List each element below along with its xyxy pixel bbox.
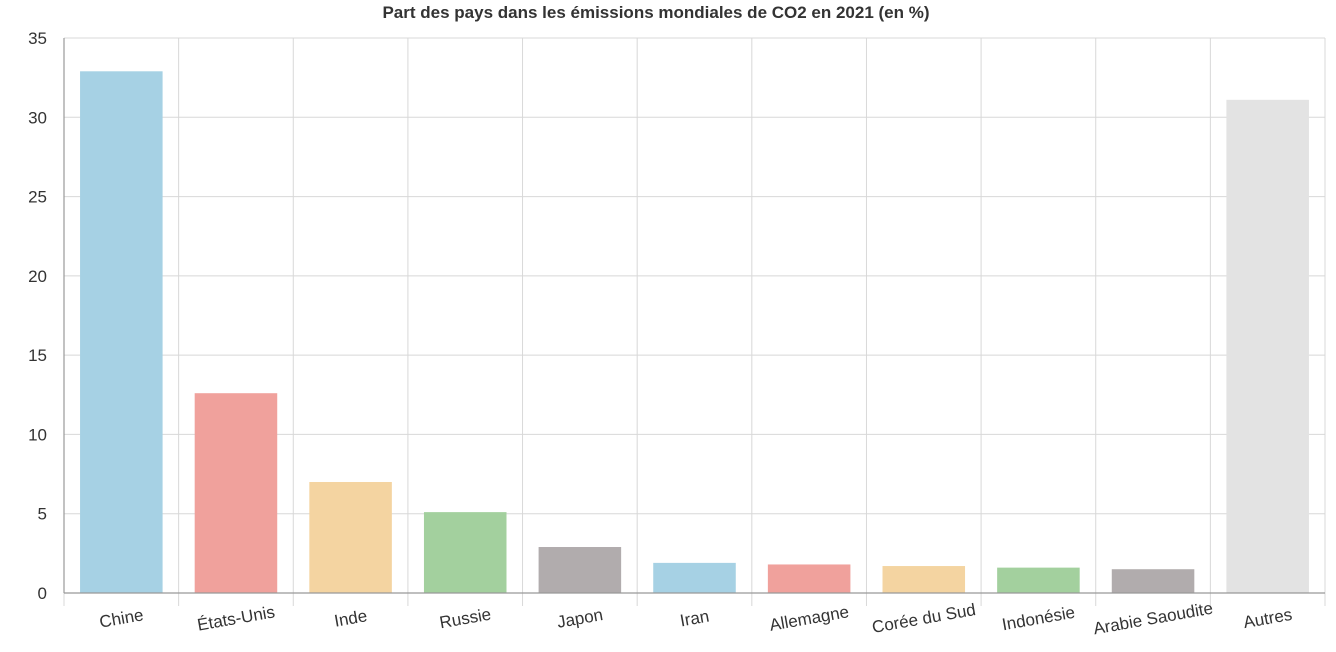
- y-tick-label: 35: [28, 29, 47, 48]
- x-tick-label: Indonésie: [1001, 603, 1077, 635]
- x-tick-label: États-Unis: [196, 602, 277, 634]
- bar: [653, 562, 736, 593]
- bar: [1111, 569, 1195, 593]
- bar: [767, 564, 851, 593]
- y-tick-label: 25: [28, 188, 47, 207]
- bars: [80, 71, 1309, 594]
- x-tick-label: Autres: [1242, 605, 1294, 632]
- bar: [538, 547, 622, 593]
- y-tick-label: 0: [38, 584, 47, 603]
- x-tick-label: Corée du Sud: [871, 600, 978, 637]
- y-tick-label: 30: [28, 108, 47, 127]
- chart-title: Part des pays dans les émissions mondial…: [382, 3, 929, 22]
- y-tick-label: 15: [28, 346, 47, 365]
- y-tick-labels: 0 5 10 15 20 25 30 35: [28, 29, 47, 603]
- bar: [997, 567, 1080, 593]
- bar: [1226, 99, 1309, 593]
- x-tick-label: Iran: [679, 607, 711, 631]
- y-tick-label: 20: [28, 267, 47, 286]
- x-tick-label: Allemagne: [768, 602, 850, 635]
- y-tick-label: 10: [28, 425, 47, 444]
- y-tick-label: 5: [38, 505, 47, 524]
- x-tick-labels: Chine États-Unis Inde Russie Japon Iran Allema…: [98, 599, 1294, 639]
- grid: [63, 37, 1326, 606]
- x-tick-label: Russie: [438, 605, 492, 633]
- axes: [63, 38, 1325, 594]
- bar: [309, 482, 392, 593]
- x-tick-label: Japon: [555, 605, 604, 632]
- x-tick-label: Inde: [333, 606, 369, 630]
- bar: [80, 71, 163, 594]
- bar: [882, 566, 966, 593]
- bar: [423, 512, 507, 593]
- x-tick-label: Arabie Saoudite: [1092, 599, 1214, 639]
- bar: [194, 393, 278, 593]
- x-tick-label: Chine: [98, 605, 145, 631]
